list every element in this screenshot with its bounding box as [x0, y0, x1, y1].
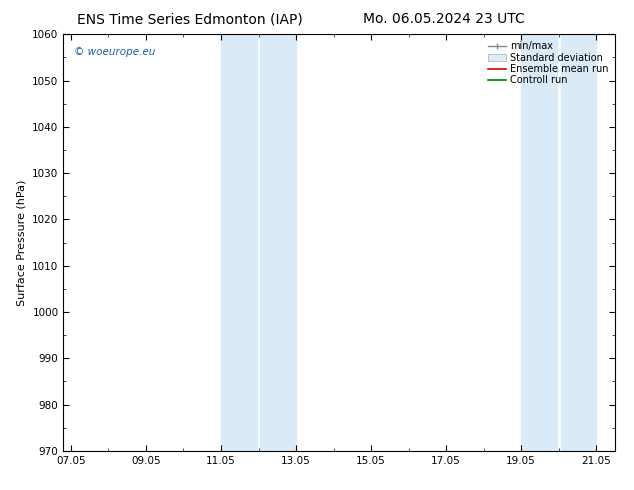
Bar: [221, 34, 257, 451]
Bar: [261, 34, 296, 451]
Text: Mo. 06.05.2024 23 UTC: Mo. 06.05.2024 23 UTC: [363, 12, 525, 26]
Bar: [521, 34, 557, 451]
Y-axis label: Surface Pressure (hPa): Surface Pressure (hPa): [16, 179, 27, 306]
Bar: [560, 34, 596, 451]
Text: © woeurope.eu: © woeurope.eu: [74, 47, 156, 57]
Text: ENS Time Series Edmonton (IAP): ENS Time Series Edmonton (IAP): [77, 12, 303, 26]
Legend: min/max, Standard deviation, Ensemble mean run, Controll run: min/max, Standard deviation, Ensemble me…: [486, 39, 610, 87]
